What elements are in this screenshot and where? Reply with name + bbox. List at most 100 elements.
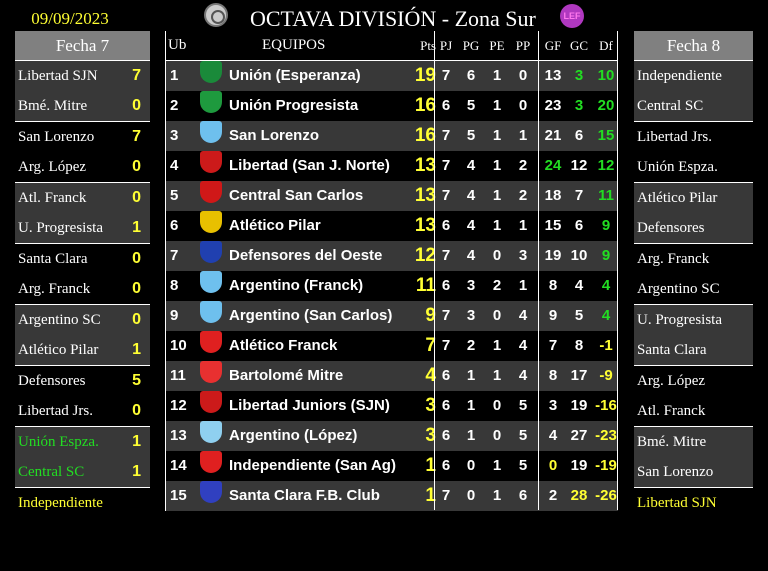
- team-name: Unión Espza.: [18, 434, 99, 450]
- position: 3: [170, 127, 179, 144]
- score: 7: [132, 128, 141, 145]
- stat-pg: 5: [466, 97, 476, 114]
- stat-pp: 1: [518, 277, 528, 294]
- stat-pj: 7: [441, 67, 451, 84]
- match-away-row: Arg. Franck 0: [15, 274, 150, 304]
- stat-gf: 3: [548, 397, 558, 414]
- stat-pp: 0: [518, 97, 528, 114]
- stat-pe: 1: [492, 217, 502, 234]
- stat-gf: 23: [544, 97, 562, 114]
- stat-gc: 19: [570, 457, 588, 474]
- match-away-row: Arg. López 0: [15, 152, 150, 182]
- match-home-row: Bmé. Mitre: [634, 427, 753, 457]
- col-header-gf: GF: [544, 38, 562, 53]
- match-home-row: Independiente: [634, 61, 753, 91]
- team-name: Atlético Pilar: [18, 342, 99, 358]
- stat-pg: 0: [466, 487, 476, 504]
- team-name: Independiente (San Ag): [229, 457, 396, 474]
- stat-pts: 12: [414, 245, 436, 266]
- stat-df: 11: [598, 187, 614, 204]
- stat-pts: 16: [414, 95, 436, 116]
- stat-pg: 4: [466, 217, 476, 234]
- team-crest-icon: [200, 301, 222, 323]
- team-name: Central SC: [18, 464, 85, 480]
- match-away-row: Argentino SC: [634, 274, 753, 304]
- team-name: Libertad Juniors (SJN): [229, 397, 390, 414]
- stat-df: -9: [599, 367, 613, 384]
- score: 5: [132, 372, 141, 389]
- position: 10: [170, 337, 187, 354]
- stat-gc: 19: [570, 397, 588, 414]
- position: 7: [170, 247, 179, 264]
- match: Arg. Franck Argentino SC: [634, 244, 753, 305]
- team-name: Santa Clara F.B. Club: [229, 487, 380, 504]
- stat-pp: 6: [518, 487, 528, 504]
- match: Bmé. Mitre San Lorenzo: [634, 427, 753, 488]
- stat-gc: 8: [574, 337, 584, 354]
- stat-gc: 28: [570, 487, 588, 504]
- stat-pp: 4: [518, 337, 528, 354]
- stat-pp: 5: [518, 457, 528, 474]
- score: 1: [132, 463, 141, 480]
- stat-pts: 11: [415, 275, 436, 296]
- stat-pg: 2: [466, 337, 476, 354]
- stat-df: 15: [597, 127, 615, 144]
- table-row: 7 Defensores del Oeste 12 7 4 0 3 19 10 9: [166, 241, 618, 271]
- team-name: Atlético Pilar: [637, 190, 718, 206]
- stat-pp: 5: [518, 427, 528, 444]
- match-home-row: Unión Espza. 1: [15, 427, 150, 457]
- table-row: 5 Central San Carlos 13 7 4 1 2 18 7 11: [166, 181, 618, 211]
- team-name: Defensores del Oeste: [229, 247, 383, 264]
- stat-pj: 7: [441, 127, 451, 144]
- table-row: 6 Atlético Pilar 13 6 4 1 1 15 6 9: [166, 211, 618, 241]
- position: 12: [170, 397, 187, 414]
- match-home-row: Arg. Franck: [634, 244, 753, 274]
- match-away-row: San Lorenzo: [634, 457, 753, 487]
- stat-pe: 0: [492, 397, 502, 414]
- table-row: 11 Bartolomé Mitre 4 6 1 1 4 8 17 -9: [166, 361, 618, 391]
- stat-pe: 1: [492, 457, 502, 474]
- position: 5: [170, 187, 179, 204]
- match: Unión Espza. 1 Central SC 1: [15, 427, 150, 488]
- position: 1: [170, 67, 179, 84]
- team-name: U. Progresista: [637, 312, 722, 328]
- stat-pg: 4: [466, 187, 476, 204]
- fecha-8-fixtures: Fecha 8 Independiente Central SC Libertad …: [634, 31, 753, 518]
- stat-pe: 0: [492, 427, 502, 444]
- team-name: Santa Clara: [18, 251, 88, 267]
- match-home-row: Argentino SC 0: [15, 305, 150, 335]
- col-header-pj: PJ: [439, 38, 453, 53]
- match: U. Progresista Santa Clara: [634, 305, 753, 366]
- match-home-row: Libertad SJN 7: [15, 61, 150, 91]
- team-name: Central SC: [637, 98, 704, 114]
- stat-pg: 4: [466, 247, 476, 264]
- stat-gc: 27: [570, 427, 588, 444]
- stat-pts: 9: [425, 305, 436, 326]
- stat-pts: 3: [425, 395, 436, 416]
- team-name: Argentino SC: [637, 281, 720, 297]
- team-name: San Lorenzo: [18, 129, 95, 145]
- stat-pe: 1: [492, 67, 502, 84]
- team-crest-icon: [200, 91, 222, 113]
- match-away-row: Libertad Jrs. 0: [15, 396, 150, 426]
- stat-gf: 9: [548, 307, 558, 324]
- match-home-row: Defensores 5: [15, 366, 150, 396]
- stat-gc: 4: [574, 277, 584, 294]
- team-name: Independiente: [637, 68, 722, 84]
- stat-df: 9: [601, 217, 611, 234]
- stat-pts: 13: [414, 185, 436, 206]
- stat-pj: 6: [441, 217, 451, 234]
- stat-pj: 6: [441, 367, 451, 384]
- match-away-row: Atl. Franck: [634, 396, 753, 426]
- match-away-row: Unión Espza.: [634, 152, 753, 182]
- table-row: 4 Libertad (San J. Norte) 13 7 4 1 2 24 12 12: [166, 151, 618, 181]
- stat-pp: 2: [518, 187, 528, 204]
- stat-pp: 4: [518, 367, 528, 384]
- team-crest-icon: [200, 391, 222, 413]
- team-crest-icon: [200, 331, 222, 353]
- stat-gf: 21: [544, 127, 562, 144]
- match: San Lorenzo 7 Arg. López 0: [15, 122, 150, 183]
- match-away-row: Defensores: [634, 213, 753, 243]
- stat-pj: 7: [441, 337, 451, 354]
- team-name: Libertad SJN: [18, 68, 98, 84]
